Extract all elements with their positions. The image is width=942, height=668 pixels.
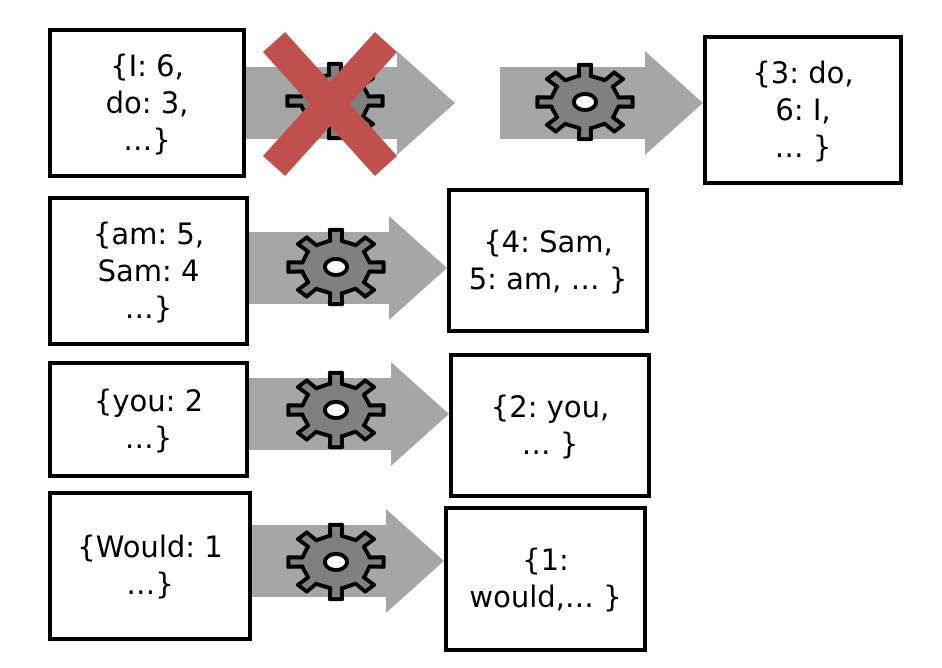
output-line: … } (774, 129, 832, 164)
input-line: {you: 2 (93, 383, 204, 418)
gear-icon (535, 62, 635, 142)
output-box-row-4: {1: would,… } (444, 506, 647, 652)
input-line: …} (126, 567, 174, 601)
output-box-row-1: {3: do, 6: I, … } (703, 35, 903, 185)
input-box-row-3: {you: 2 …} (48, 361, 249, 478)
input-line: …} (124, 290, 173, 325)
output-line: … } (521, 426, 579, 461)
input-line: {am: 5, (92, 216, 205, 251)
input-line: do: 3, (105, 85, 189, 120)
cross-icon (262, 31, 398, 177)
output-line: 5: am, … } (468, 261, 628, 296)
input-line: {I: 6, (110, 48, 184, 83)
output-line: {2: you, (490, 389, 610, 424)
input-line: Sam: 4 (97, 253, 200, 288)
output-box-row-3: {2: you, … } (449, 353, 651, 498)
gear-icon (286, 522, 386, 602)
output-line: 6: I, (775, 92, 831, 127)
output-line: would,… } (469, 580, 622, 614)
output-line: {1: (522, 543, 569, 577)
output-box-row-2: {4: Sam, 5: am, … } (447, 188, 649, 333)
input-line: {Would: 1 (77, 530, 223, 564)
input-line: …} (123, 122, 171, 157)
input-line: …} (124, 420, 173, 455)
output-line: {4: Sam, (483, 224, 613, 259)
gear-icon (286, 227, 386, 307)
gear-icon (286, 370, 386, 450)
input-box-row-4: {Would: 1 …} (48, 491, 252, 641)
output-line: {3: do, (752, 55, 854, 90)
input-box-row-1: {I: 6, do: 3, …} (48, 28, 246, 178)
input-box-row-2: {am: 5, Sam: 4 …} (48, 196, 249, 346)
